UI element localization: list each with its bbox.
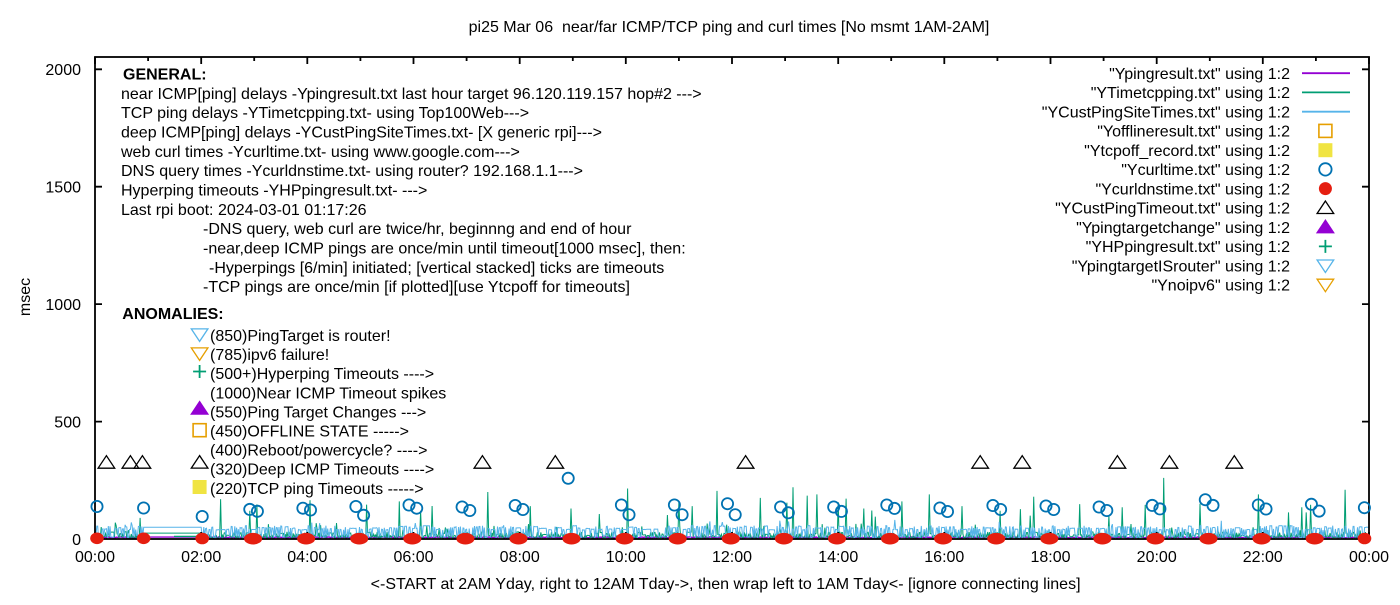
svg-text:pi25 Mar 06 near/far ICMP/TCP: pi25 Mar 06 near/far ICMP/TCP ping and c… — [469, 19, 990, 36]
svg-text:(220)TCP ping Timeouts ----->: (220)TCP ping Timeouts -----> — [210, 481, 424, 498]
svg-text:"Ycurltime.txt" using 1:2: "Ycurltime.txt" using 1:2 — [1121, 162, 1290, 179]
svg-text:(850)PingTarget is router!: (850)PingTarget is router! — [210, 328, 391, 345]
svg-text:(550)Ping Target Changes --->: (550)Ping Target Changes ---> — [210, 404, 426, 421]
svg-text:18:00: 18:00 — [1030, 549, 1070, 566]
svg-text:<-START at 2AM Yday, right to: <-START at 2AM Yday, right to 12AM Tday-… — [371, 576, 1081, 593]
svg-text:-DNS query, web curl are twice: -DNS query, web curl are twice/hr, begin… — [203, 221, 632, 238]
svg-text:0: 0 — [72, 532, 81, 549]
svg-text:20:00: 20:00 — [1137, 549, 1177, 566]
svg-text:deep ICMP[ping] delays -YCustP: deep ICMP[ping] delays -YCustPingSiteTim… — [121, 125, 602, 142]
svg-text:(400)Reboot/powercycle? ---->: (400)Reboot/powercycle? ----> — [210, 443, 427, 460]
svg-text:2000: 2000 — [45, 62, 81, 79]
svg-text:1500: 1500 — [45, 180, 81, 197]
svg-text:"Ypingtargetchange" using 1:2: "Ypingtargetchange" using 1:2 — [1076, 220, 1290, 237]
svg-text:(785)ipv6 failure!: (785)ipv6 failure! — [210, 347, 329, 364]
svg-text:"YTimetcpping.txt" using 1:2: "YTimetcpping.txt" using 1:2 — [1091, 85, 1290, 102]
svg-text:16:00: 16:00 — [924, 549, 964, 566]
svg-text:Hyperping timeouts -YHPpingres: Hyperping timeouts -YHPpingresult.txt- -… — [121, 182, 427, 199]
svg-text:(320)Deep ICMP Timeouts ---->: (320)Deep ICMP Timeouts ----> — [210, 462, 434, 479]
svg-text:DNS query times -Ycurldnstime.: DNS query times -Ycurldnstime.txt- using… — [121, 163, 583, 180]
svg-text:06:00: 06:00 — [393, 549, 433, 566]
svg-text:(500+)Hyperping Timeouts ---->: (500+)Hyperping Timeouts ----> — [210, 366, 434, 383]
svg-text:"YCustPingTimeout.txt" using 1: "YCustPingTimeout.txt" using 1:2 — [1055, 201, 1290, 218]
svg-text:08:00: 08:00 — [500, 549, 540, 566]
svg-text:-Hyperpings [6/min] initiated;: -Hyperpings [6/min] initiated; [vertical… — [209, 260, 664, 277]
svg-text:1000: 1000 — [45, 297, 81, 314]
svg-text:14:00: 14:00 — [818, 549, 858, 566]
svg-text:near ICMP[ping] delays -Ypingr: near ICMP[ping] delays -Ypingresult.txt … — [121, 86, 702, 103]
svg-text:04:00: 04:00 — [287, 549, 327, 566]
svg-text:00:00: 00:00 — [1349, 549, 1389, 566]
svg-text:"YHPpingresult.txt" using 1:2: "YHPpingresult.txt" using 1:2 — [1086, 239, 1290, 256]
svg-text:"YpingtargetISrouter" using 1:: "YpingtargetISrouter" using 1:2 — [1072, 258, 1290, 275]
svg-text:"Ycurldnstime.txt" using 1:2: "Ycurldnstime.txt" using 1:2 — [1095, 181, 1290, 198]
svg-text:"Yofflineresult.txt" using 1:2: "Yofflineresult.txt" using 1:2 — [1097, 124, 1290, 141]
svg-text:-TCP pings are once/min [if pl: -TCP pings are once/min [if plotted][use… — [203, 279, 630, 296]
svg-text:Last rpi boot: 2024-03-01 01:1: Last rpi boot: 2024-03-01 01:17:26 — [121, 202, 367, 219]
svg-text:(450)OFFLINE STATE ----->: (450)OFFLINE STATE -----> — [210, 424, 409, 441]
svg-text:"Ynoipv6" using 1:2: "Ynoipv6" using 1:2 — [1151, 278, 1290, 295]
svg-text:00:00: 00:00 — [75, 549, 115, 566]
svg-text:ANOMALIES:: ANOMALIES: — [122, 306, 223, 323]
svg-text:02:00: 02:00 — [181, 549, 221, 566]
svg-text:"YCustPingSiteTimes.txt" using: "YCustPingSiteTimes.txt" using 1:2 — [1042, 105, 1290, 122]
svg-text:"Ypingresult.txt" using 1:2: "Ypingresult.txt" using 1:2 — [1109, 66, 1290, 83]
svg-text:500: 500 — [54, 414, 81, 431]
svg-text:msec: msec — [17, 278, 34, 316]
svg-text:12:00: 12:00 — [712, 549, 752, 566]
svg-text:web curl times -Ycurltime.txt-: web curl times -Ycurltime.txt- using www… — [120, 144, 520, 161]
svg-text:(1000)Near ICMP Timeout spikes: (1000)Near ICMP Timeout spikes — [210, 385, 446, 402]
svg-text:22:00: 22:00 — [1243, 549, 1283, 566]
svg-text:GENERAL:: GENERAL: — [123, 67, 207, 84]
svg-text:10:00: 10:00 — [606, 549, 646, 566]
svg-text:TCP ping delays -YTimetcpping.: TCP ping delays -YTimetcpping.txt- using… — [121, 105, 529, 122]
svg-text:-near,deep ICMP pings are once: -near,deep ICMP pings are once/min until… — [203, 240, 686, 257]
svg-text:"Ytcpoff_record.txt" using 1:2: "Ytcpoff_record.txt" using 1:2 — [1084, 143, 1290, 160]
